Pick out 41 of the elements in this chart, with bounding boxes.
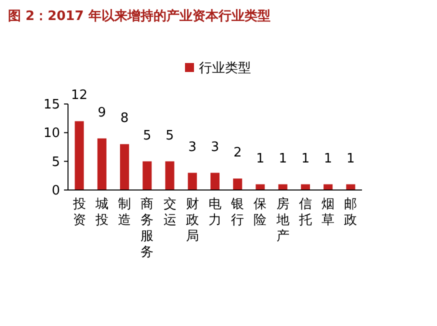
data-label: 3 — [188, 140, 197, 155]
x-tick-label: 信托 — [298, 197, 312, 228]
data-label: 1 — [278, 151, 287, 166]
y-tick-label: 10 — [43, 126, 60, 142]
x-tick-label: 财政局 — [186, 197, 199, 244]
x-tick-label: 保险 — [254, 197, 267, 228]
data-label: 5 — [143, 128, 152, 144]
x-tick-label: 银行 — [230, 197, 244, 228]
bar — [74, 121, 84, 190]
bar — [188, 172, 197, 190]
data-label: 1 — [256, 151, 264, 166]
bar — [120, 144, 130, 190]
data-label: 12 — [71, 88, 88, 104]
data-label: 5 — [166, 128, 174, 144]
y-tick-label: 0 — [52, 184, 60, 199]
bar — [256, 184, 265, 190]
legend-label: 行业类型 — [199, 61, 251, 76]
x-tick-label: 投资 — [72, 197, 86, 228]
x-tick-label: 电力 — [208, 197, 222, 228]
data-label: 1 — [324, 151, 332, 166]
bar — [210, 172, 220, 190]
x-tick-label: 商务服务 — [140, 197, 154, 260]
x-tick-label: 房地产 — [275, 196, 290, 244]
data-label: 8 — [120, 111, 129, 126]
y-tick-label: 15 — [43, 98, 60, 113]
data-label: 2 — [233, 146, 242, 161]
x-tick-label: 交运 — [163, 196, 176, 228]
chart-title: 图 2：2017 年以来增持的产业资本行业类型 — [8, 8, 270, 24]
y-tick-label: 5 — [52, 154, 60, 170]
x-tick-label: 城投 — [94, 197, 108, 228]
data-label: 9 — [98, 105, 106, 120]
bar — [165, 161, 174, 190]
bar — [97, 138, 106, 190]
data-label: 3 — [210, 140, 220, 155]
bar — [142, 161, 152, 190]
data-label: 1 — [346, 151, 355, 166]
bar — [233, 178, 242, 190]
data-label: 1 — [301, 151, 310, 166]
x-tick-label: 邮政 — [344, 197, 358, 228]
x-tick-label: 制造 — [118, 197, 132, 228]
x-tick-label: 烟草 — [322, 197, 335, 228]
